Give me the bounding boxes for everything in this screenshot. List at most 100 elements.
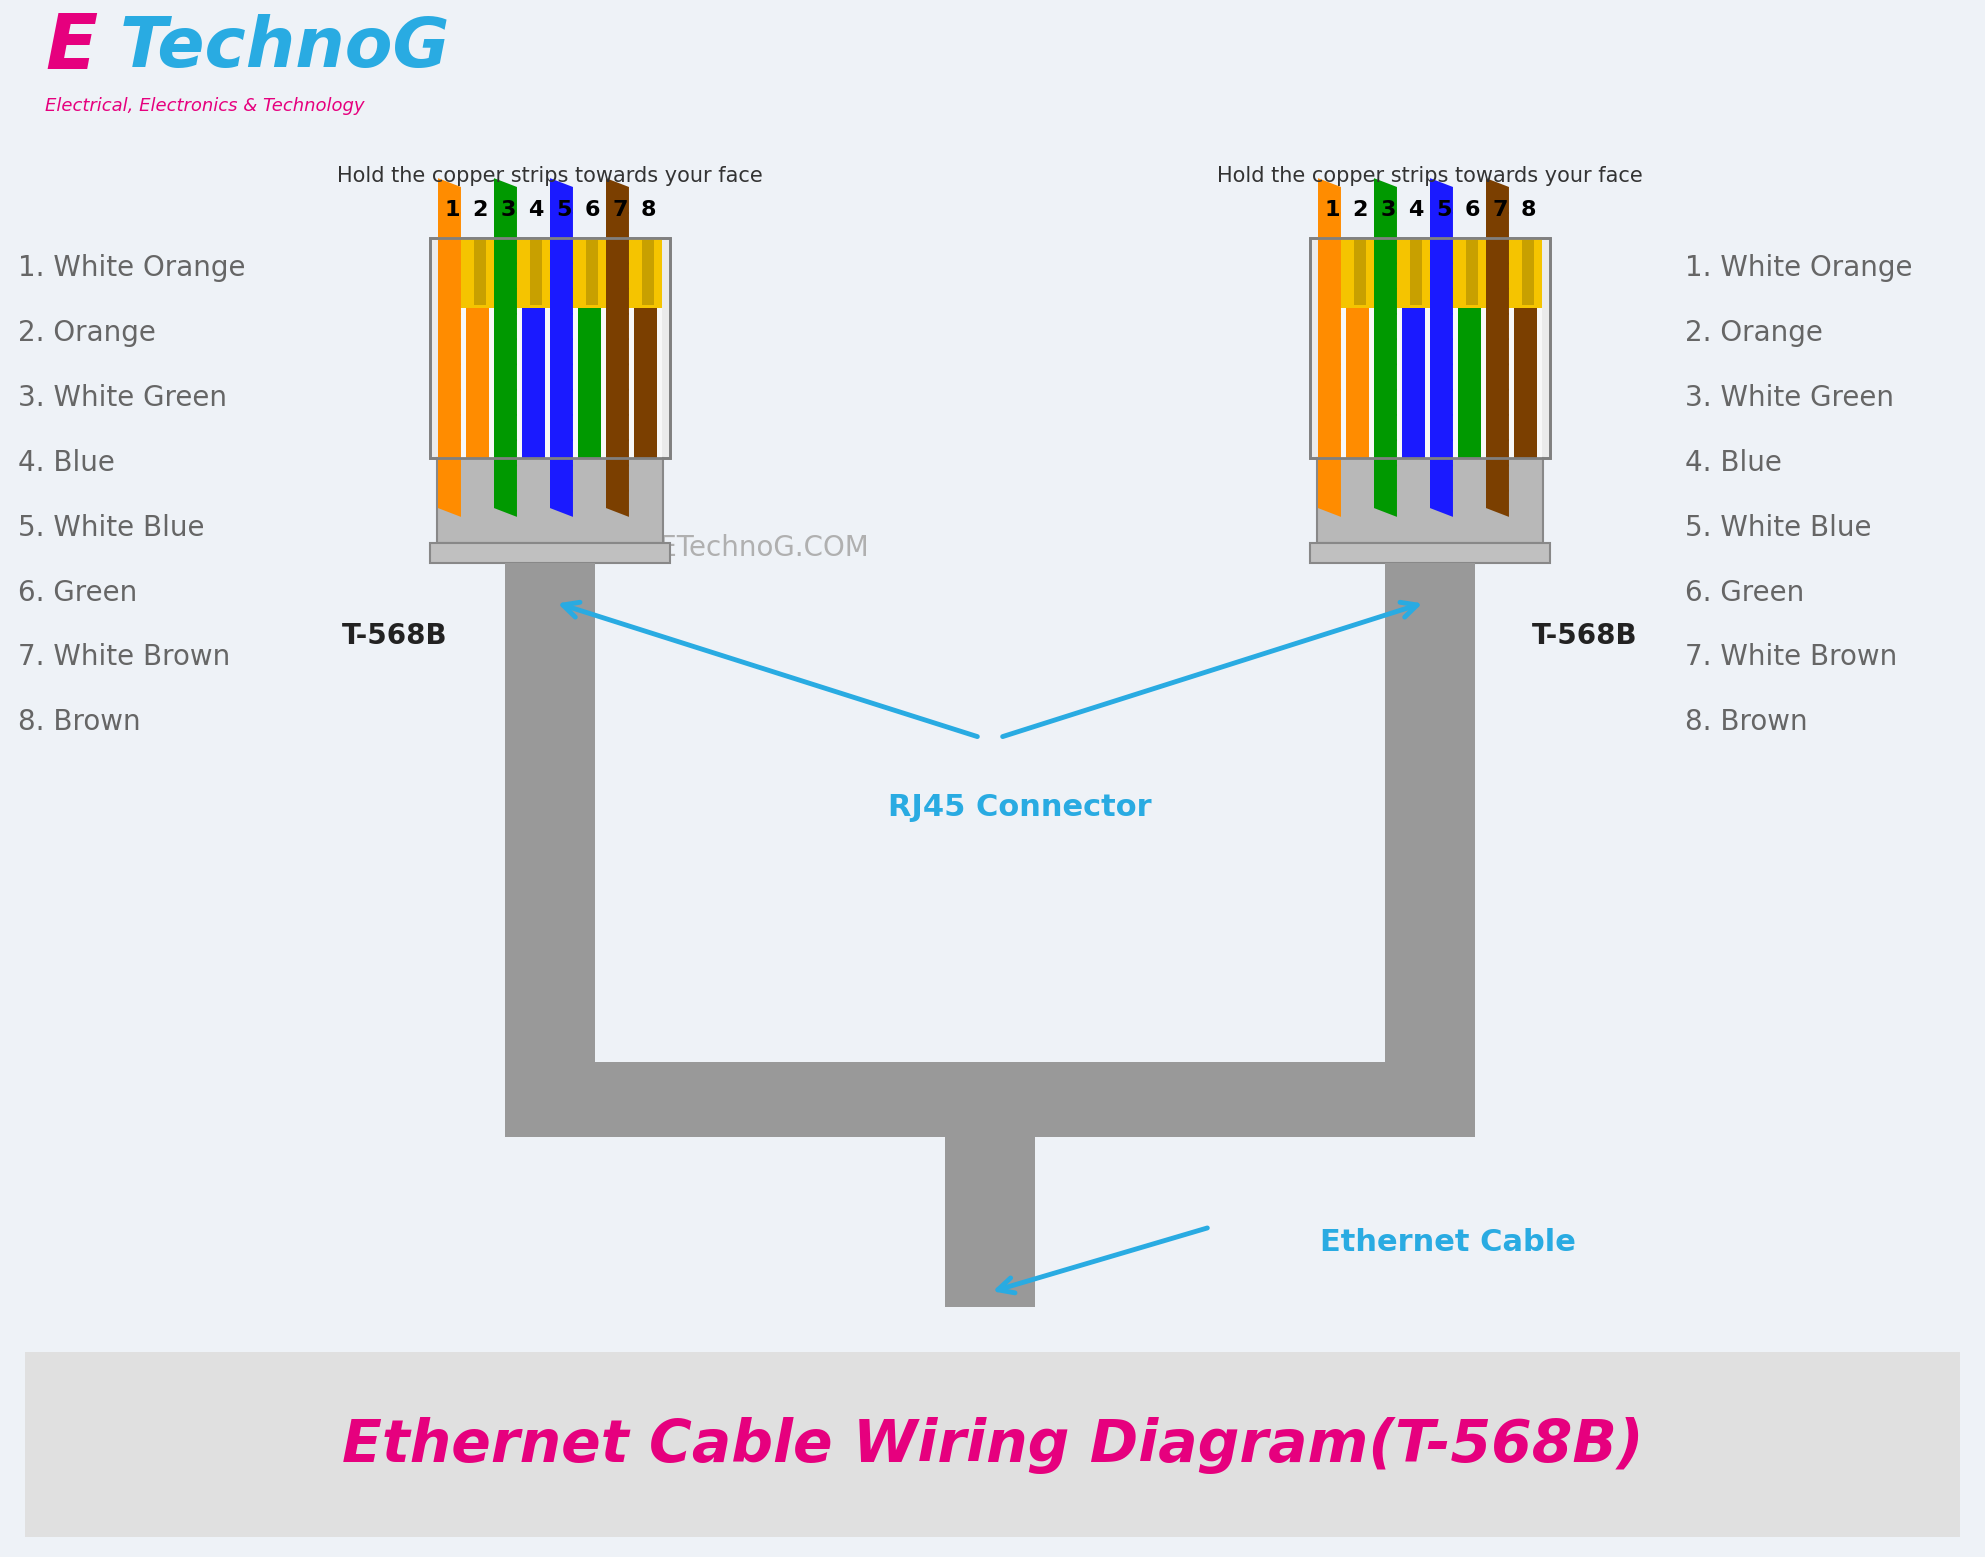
Polygon shape [550,456,574,492]
Text: 7: 7 [1493,199,1509,220]
Bar [586,240,597,305]
Bar [1318,308,1342,458]
Polygon shape [550,481,574,517]
Polygon shape [439,304,461,339]
Bar [1493,240,1507,305]
Polygon shape [1487,177,1509,213]
Polygon shape [1487,355,1509,391]
Polygon shape [439,330,461,366]
Bar [1429,308,1453,458]
Text: 8: 8 [641,199,655,220]
Bar [1354,240,1366,305]
Polygon shape [494,380,516,416]
Polygon shape [1487,229,1509,265]
Polygon shape [1429,481,1453,517]
Polygon shape [439,380,461,416]
Polygon shape [494,355,516,391]
Bar [522,308,546,458]
Polygon shape [1429,456,1453,492]
Polygon shape [439,456,461,492]
Polygon shape [1318,405,1342,441]
Bar [1386,562,1475,612]
Polygon shape [1487,405,1509,441]
Polygon shape [1318,177,1342,213]
Bar [502,240,514,305]
Polygon shape [439,405,461,441]
Text: T-568B: T-568B [1532,623,1638,651]
Polygon shape [439,254,461,290]
Polygon shape [494,330,516,366]
Polygon shape [1487,380,1509,416]
Polygon shape [605,481,629,517]
Text: 3. White Green: 3. White Green [18,383,226,411]
Polygon shape [1487,279,1509,315]
Text: 2: 2 [472,199,488,220]
Text: 4. Blue: 4. Blue [18,448,115,476]
Polygon shape [1374,330,1397,366]
Text: 2. Orange: 2. Orange [1685,319,1822,347]
Bar [474,240,486,305]
Text: 3. White Green: 3. White Green [1685,383,1894,411]
Polygon shape [605,229,629,265]
Bar [1465,240,1479,305]
Text: Hold the copper strips towards your face: Hold the copper strips towards your face [337,165,762,185]
Text: 2. Orange: 2. Orange [18,319,157,347]
Text: 6: 6 [584,199,599,220]
Polygon shape [605,254,629,290]
Polygon shape [605,431,629,467]
Bar [530,240,542,305]
Polygon shape [1374,355,1397,391]
Polygon shape [439,431,461,467]
Polygon shape [1429,330,1453,366]
Bar [439,238,663,308]
Polygon shape [494,481,516,517]
Polygon shape [1374,254,1397,290]
Polygon shape [605,405,629,441]
Bar [1326,240,1338,305]
Text: 5: 5 [556,199,572,220]
Polygon shape [605,279,629,315]
Bar [605,308,629,458]
Bar [1515,308,1536,458]
Polygon shape [1487,481,1509,517]
Bar [1346,308,1370,458]
Polygon shape [439,177,461,213]
Polygon shape [550,355,574,391]
Polygon shape [439,481,461,517]
Text: 5. White Blue: 5. White Blue [18,514,204,542]
Polygon shape [1487,456,1509,492]
Text: WWW.ETechnoG.COM: WWW.ETechnoG.COM [572,534,869,562]
Polygon shape [1318,456,1342,492]
Bar [1310,238,1550,458]
Polygon shape [439,279,461,315]
Polygon shape [550,229,574,265]
Text: 6. Green: 6. Green [18,579,137,607]
Polygon shape [1429,380,1453,416]
Polygon shape [1487,254,1509,290]
Text: Ethernet Cable Wiring Diagram(T-568B): Ethernet Cable Wiring Diagram(T-568B) [341,1417,1644,1473]
Polygon shape [550,177,574,213]
Polygon shape [1429,304,1453,339]
Text: E: E [46,11,97,84]
Polygon shape [1318,254,1342,290]
Polygon shape [494,279,516,315]
Text: 4: 4 [528,199,544,220]
Bar [494,308,516,458]
Bar [504,612,596,1062]
Polygon shape [1487,304,1509,339]
Polygon shape [1318,204,1342,240]
Polygon shape [605,204,629,240]
Bar [1318,308,1542,458]
Polygon shape [439,204,461,240]
Bar [26,1351,1959,1537]
Text: 1. White Orange: 1. White Orange [1685,254,1912,282]
Polygon shape [605,355,629,391]
Polygon shape [1374,405,1397,441]
Polygon shape [1487,204,1509,240]
Polygon shape [1374,177,1397,213]
Polygon shape [1318,355,1342,391]
Polygon shape [1318,380,1342,416]
Text: Electrical, Electronics & Technology: Electrical, Electronics & Technology [46,97,365,115]
Bar [431,238,671,458]
Polygon shape [1374,481,1397,517]
